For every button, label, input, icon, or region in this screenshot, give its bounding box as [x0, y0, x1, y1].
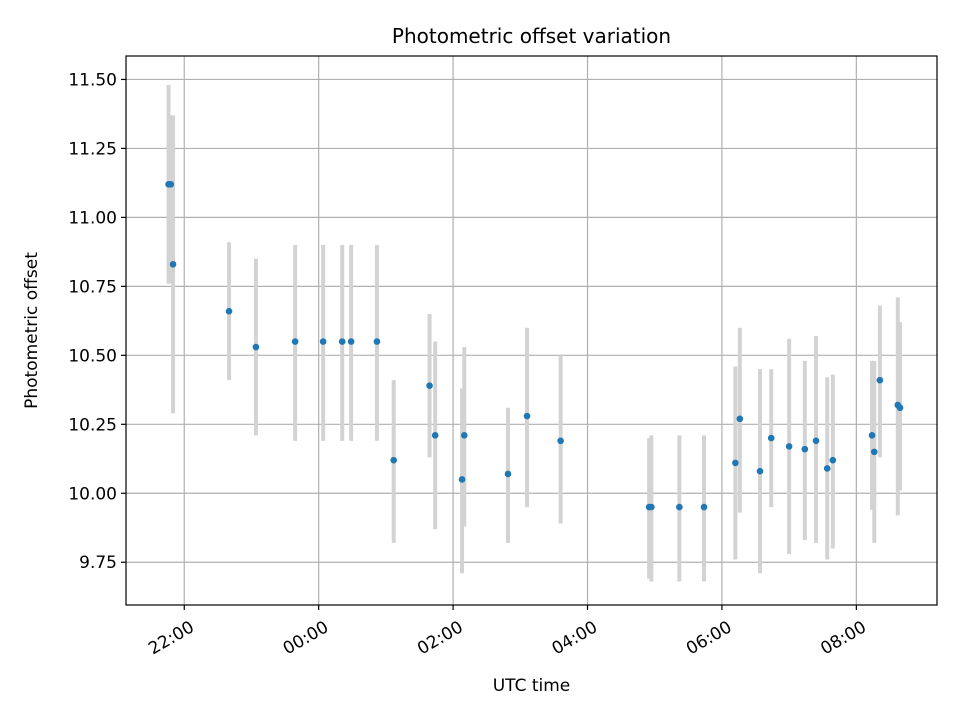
data-point — [504, 470, 512, 478]
data-point — [868, 432, 876, 439]
data-point — [460, 432, 468, 439]
data-point — [319, 338, 327, 345]
data-point — [876, 376, 884, 384]
y-axis-label: Photometric offset — [22, 252, 42, 409]
data-point — [373, 338, 381, 345]
data-point — [169, 260, 177, 268]
data-point — [225, 307, 233, 315]
y-tick-label: 11.50 — [68, 70, 117, 90]
data-point — [732, 459, 739, 467]
data-point — [347, 338, 355, 345]
y-axis: 9.75 10.00 10.25 10.50 10.75 11.00 11.25 11.50 — [68, 70, 126, 573]
data-point — [338, 338, 346, 345]
data-point — [426, 382, 433, 389]
y-tick-label: 10.25 — [68, 415, 117, 435]
data-point — [252, 343, 260, 351]
y-tick-label: 11.00 — [68, 208, 117, 228]
data-point — [785, 443, 793, 450]
data-point — [648, 503, 655, 511]
data-point — [870, 448, 878, 456]
data-point — [829, 456, 837, 464]
data-point — [557, 437, 564, 445]
data-point — [431, 432, 439, 439]
y-tick-label: 11.25 — [68, 139, 117, 159]
data-point — [458, 476, 466, 483]
data-point — [896, 404, 904, 412]
data-point — [801, 445, 809, 453]
data-point — [736, 415, 744, 423]
data-point — [291, 338, 299, 345]
data-point — [390, 456, 398, 464]
data-points — [165, 180, 904, 511]
y-tick-label: 10.00 — [68, 484, 117, 504]
data-point — [823, 465, 831, 472]
y-tick-label: 10.50 — [68, 346, 117, 366]
data-point — [756, 467, 764, 475]
grid — [126, 56, 937, 605]
chart-title: Photometric offset variation — [392, 24, 671, 48]
data-point — [767, 434, 775, 442]
data-point — [676, 503, 683, 511]
data-point — [700, 503, 708, 511]
data-point — [523, 412, 531, 420]
x-axis-label: UTC time — [493, 676, 571, 696]
data-point — [812, 437, 820, 445]
data-point — [167, 180, 175, 188]
y-tick-label: 9.75 — [79, 553, 117, 573]
y-tick-label: 10.75 — [68, 277, 117, 297]
plot-frame — [125, 55, 938, 606]
